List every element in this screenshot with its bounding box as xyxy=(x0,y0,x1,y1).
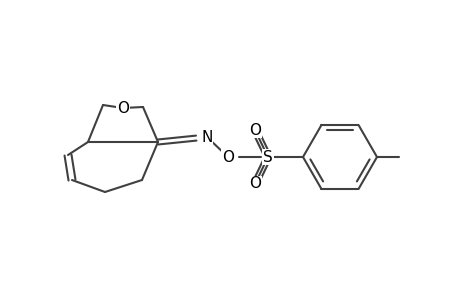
Text: N: N xyxy=(201,130,212,145)
Text: O: O xyxy=(248,122,260,137)
Text: S: S xyxy=(263,149,272,164)
Text: O: O xyxy=(248,176,260,191)
Text: O: O xyxy=(222,149,234,164)
Text: O: O xyxy=(117,100,129,116)
